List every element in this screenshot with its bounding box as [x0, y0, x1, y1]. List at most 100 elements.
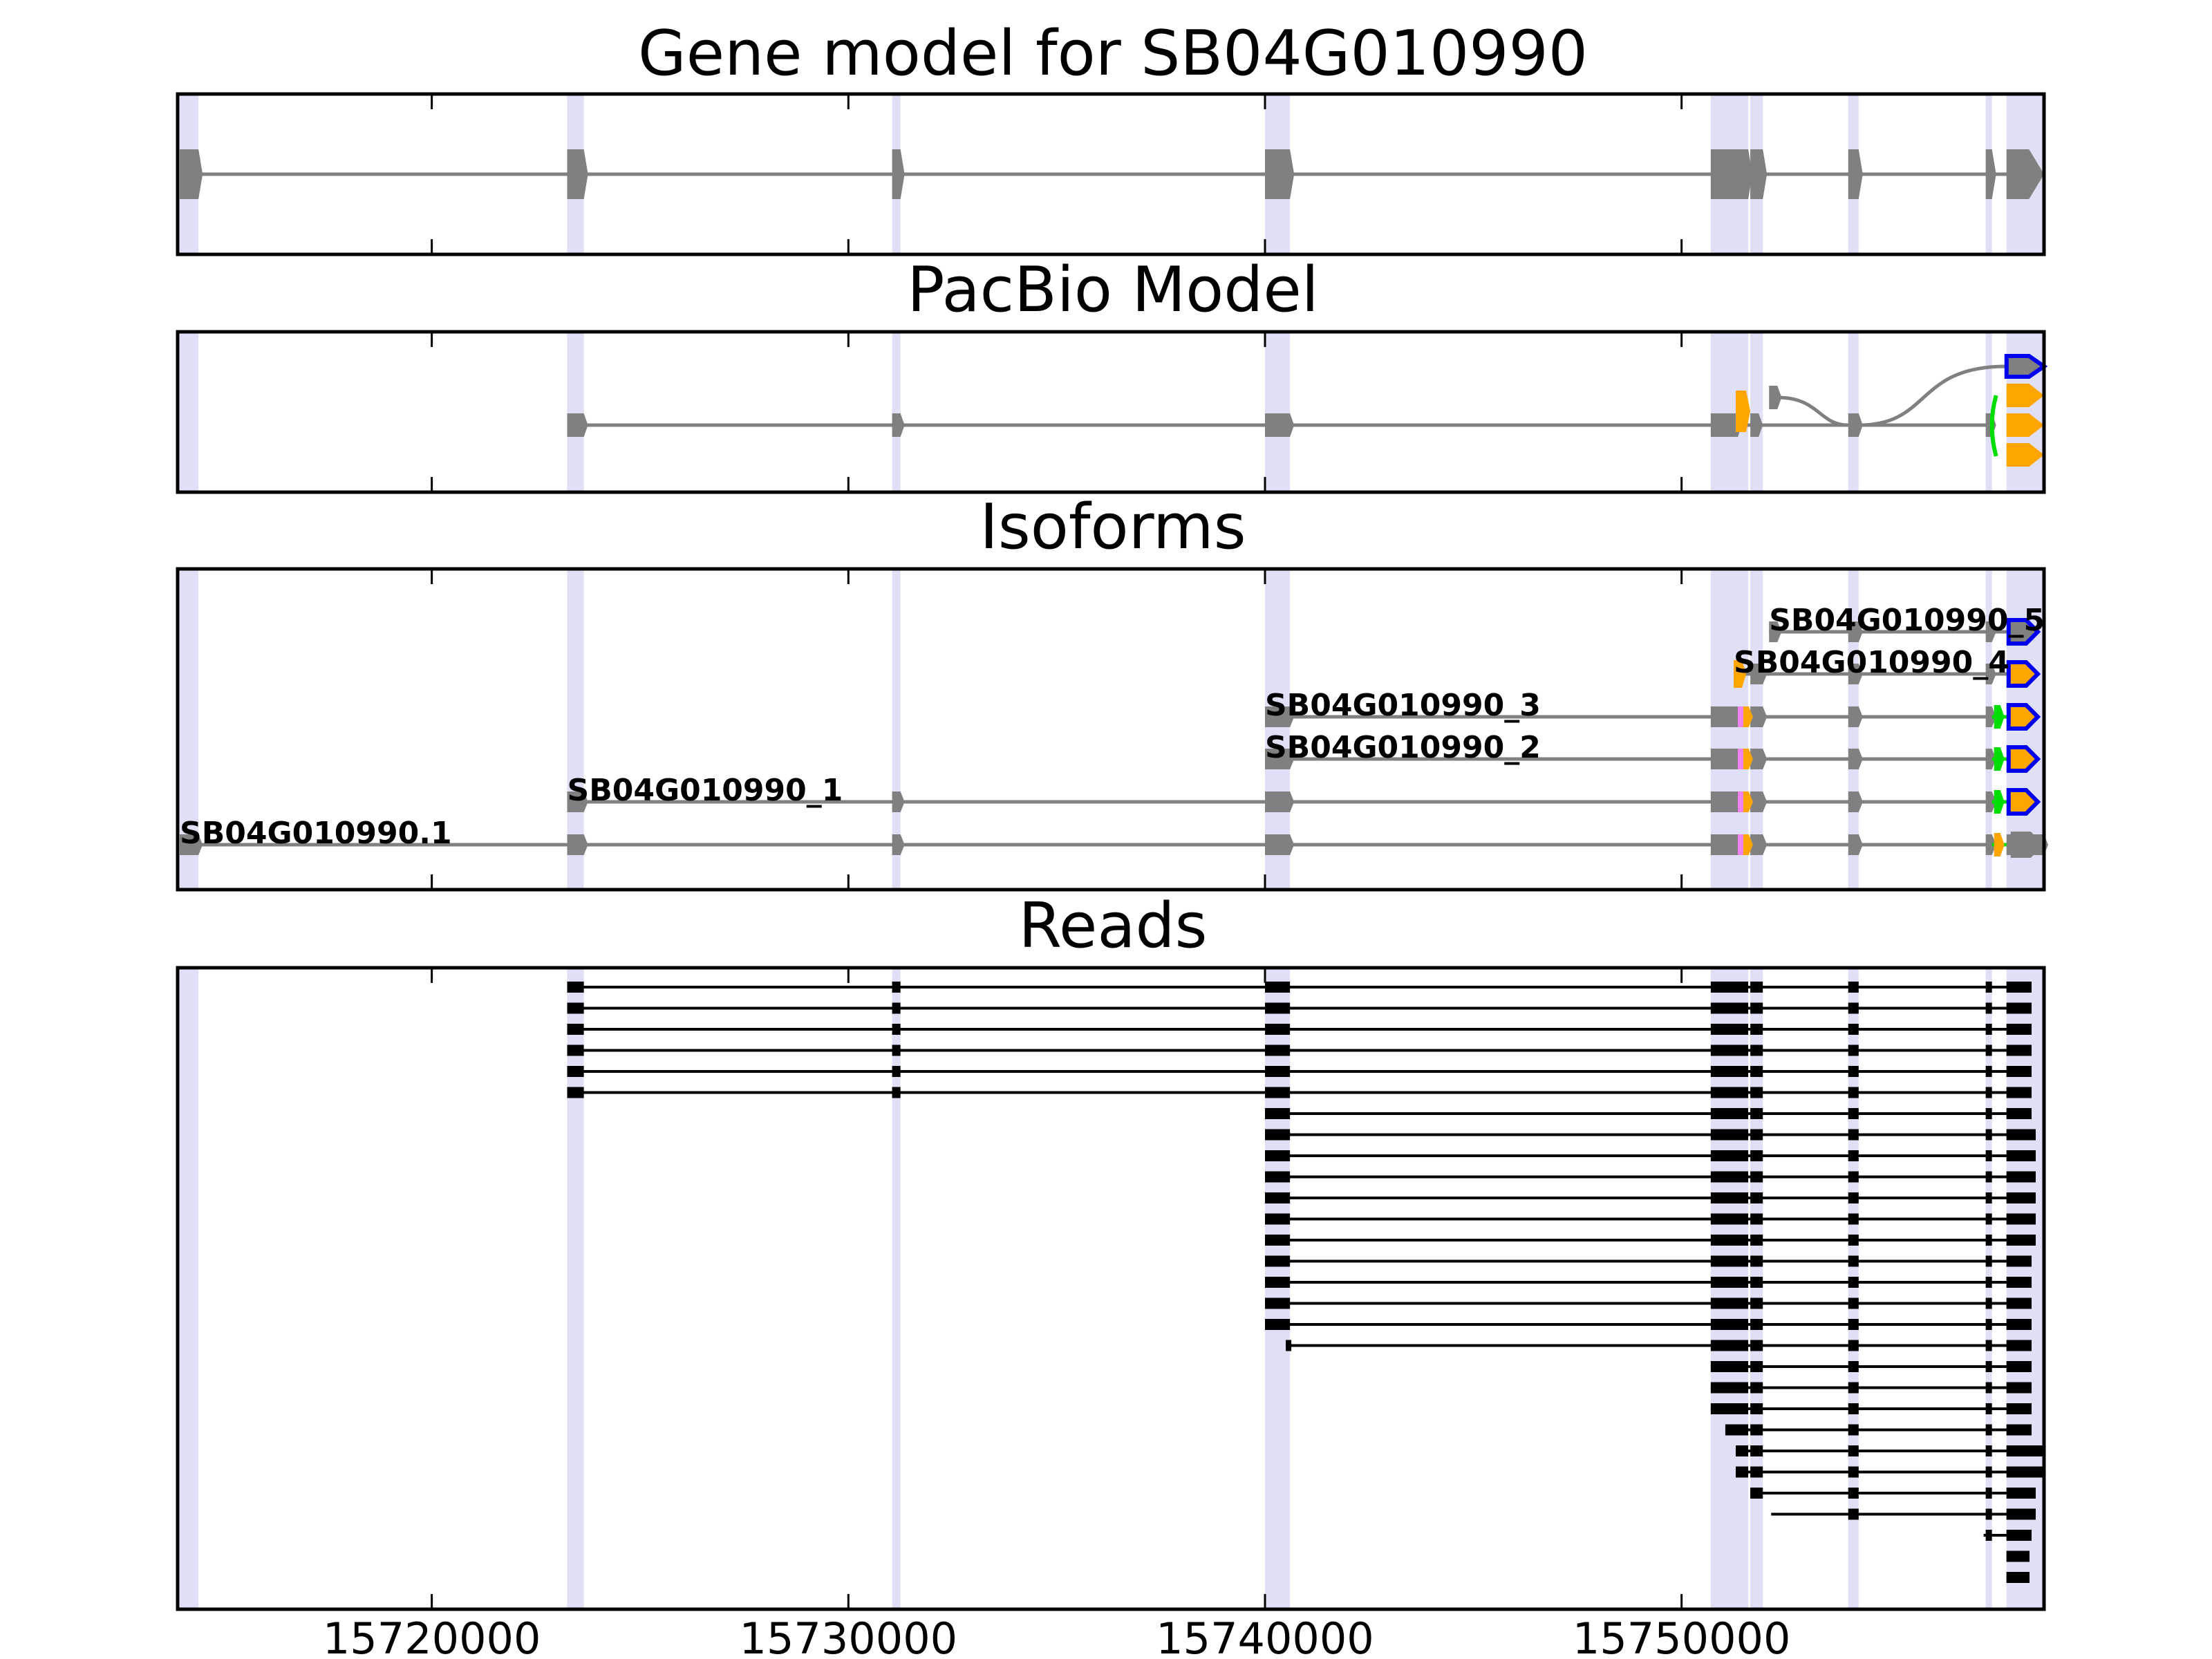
pacbio-model-panel	[176, 330, 2048, 494]
pacbio-alt-first-exon	[1769, 386, 1782, 409]
isoform-exon	[1985, 621, 1996, 642]
read-block	[1750, 1319, 1763, 1330]
read-block	[1750, 1340, 1763, 1351]
read-terminal-block	[2006, 1129, 2036, 1141]
read-terminal-block	[2006, 1235, 2036, 1246]
read-block	[1710, 1213, 1749, 1225]
read-block	[1985, 1277, 1992, 1288]
read-block	[1848, 1361, 1859, 1372]
read-track	[1286, 1340, 2032, 1351]
read-terminal-block	[2006, 1297, 2032, 1309]
read-track	[1264, 1297, 2032, 1309]
read-block	[1710, 1087, 1749, 1098]
pacbio-exon	[567, 413, 588, 437]
read-block	[1710, 1361, 1749, 1372]
exon-highlight-band	[567, 968, 584, 1609]
read-block	[1985, 1044, 1992, 1056]
exon-highlight-band	[1750, 968, 1763, 1609]
figure-title: Gene model for SB04G010990	[638, 17, 1588, 90]
read-terminal-block	[2006, 1024, 2032, 1035]
read-block	[1750, 1108, 1763, 1119]
isoform-terminal-exon	[2006, 660, 2041, 688]
isoform-exon	[892, 834, 905, 855]
read-block	[1264, 1235, 1291, 1246]
read-block	[892, 1002, 901, 1014]
read-block	[1710, 1319, 1749, 1330]
isoform-exon	[1985, 834, 1996, 855]
isoform-exon	[1750, 834, 1768, 855]
read-block	[1985, 1171, 1992, 1183]
read-block	[1985, 1087, 1992, 1098]
isoform-exon	[1750, 706, 1768, 727]
read-track	[1264, 1235, 2036, 1246]
gene-exon	[1750, 149, 1768, 199]
read-block	[1264, 1319, 1291, 1330]
read-block	[1985, 1192, 1992, 1203]
exon-highlight-band	[892, 968, 901, 1609]
read-track	[567, 982, 2032, 993]
exon-highlights	[180, 332, 2044, 492]
read-block	[1848, 1297, 1859, 1309]
read-terminal-block	[2006, 1466, 2044, 1478]
read-block	[1985, 1403, 1992, 1414]
read-block	[567, 982, 584, 993]
read-track	[567, 1087, 2032, 1098]
read-block	[1985, 1508, 1992, 1520]
x-tick-marks	[431, 94, 1683, 254]
read-block	[1710, 1403, 1749, 1414]
exon-highlight-band	[1848, 332, 1859, 492]
read-terminal-block	[2006, 1382, 2032, 1394]
isoform-track: SB04G010990_1	[567, 773, 2041, 816]
read-track	[1983, 1530, 2032, 1541]
exon-highlights	[180, 968, 2044, 1609]
read-block	[1264, 1044, 1291, 1056]
read-block	[1264, 1087, 1291, 1098]
read-block	[1710, 1171, 1749, 1183]
isoform-terminal-exon	[2006, 788, 2041, 816]
isoforms-frame	[176, 567, 2046, 892]
x-tick-marks	[431, 332, 1683, 492]
read-terminal-block	[2006, 1171, 2036, 1183]
read-terminal-block	[2006, 1424, 2032, 1436]
read-block	[1710, 1066, 1749, 1077]
read-track	[1264, 1277, 2032, 1288]
exon-highlight-band	[892, 332, 901, 492]
read-block	[1985, 1382, 1992, 1394]
read-block	[1710, 1255, 1749, 1267]
read-track	[1264, 1171, 2036, 1183]
gene-exon	[567, 149, 588, 199]
read-block	[1848, 1002, 1859, 1014]
read-track	[1736, 1445, 2044, 1456]
read-terminal-block	[2006, 982, 2032, 993]
gene-model-frame	[176, 92, 2046, 256]
read-block	[1848, 1488, 1859, 1499]
x-tick-label: 15740000	[1156, 1613, 1374, 1659]
read-block	[1750, 1192, 1763, 1203]
read-block	[1985, 1297, 1992, 1309]
read-block	[1750, 1129, 1763, 1141]
read-terminal-block	[2006, 1213, 2036, 1225]
read-terminal-block	[2006, 1530, 2032, 1541]
isoform-orange-start-exon	[1734, 660, 1747, 688]
read-track	[1264, 1213, 2036, 1225]
read-track	[1264, 1150, 2036, 1161]
isoform-exon	[892, 791, 905, 812]
x-tick-marks	[431, 569, 1683, 890]
isoform-orange-exon	[1743, 706, 1753, 727]
read-block	[567, 1002, 584, 1014]
read-block	[1848, 1087, 1859, 1098]
read-block	[1750, 1150, 1763, 1161]
read-block	[1848, 1255, 1859, 1267]
read-block	[1710, 1340, 1749, 1351]
pacbio-variant-exons	[1736, 354, 2048, 467]
isoform-exon	[1264, 749, 1295, 769]
read-block	[1710, 1129, 1749, 1141]
read-track	[567, 1066, 2032, 1077]
isoform-alt-exon	[1994, 747, 2005, 771]
read-block	[1710, 1002, 1749, 1014]
isoform-exon	[567, 791, 588, 812]
read-block	[1848, 982, 1859, 993]
isoform-exon	[1750, 664, 1768, 684]
read-terminal-block	[2006, 1445, 2044, 1456]
